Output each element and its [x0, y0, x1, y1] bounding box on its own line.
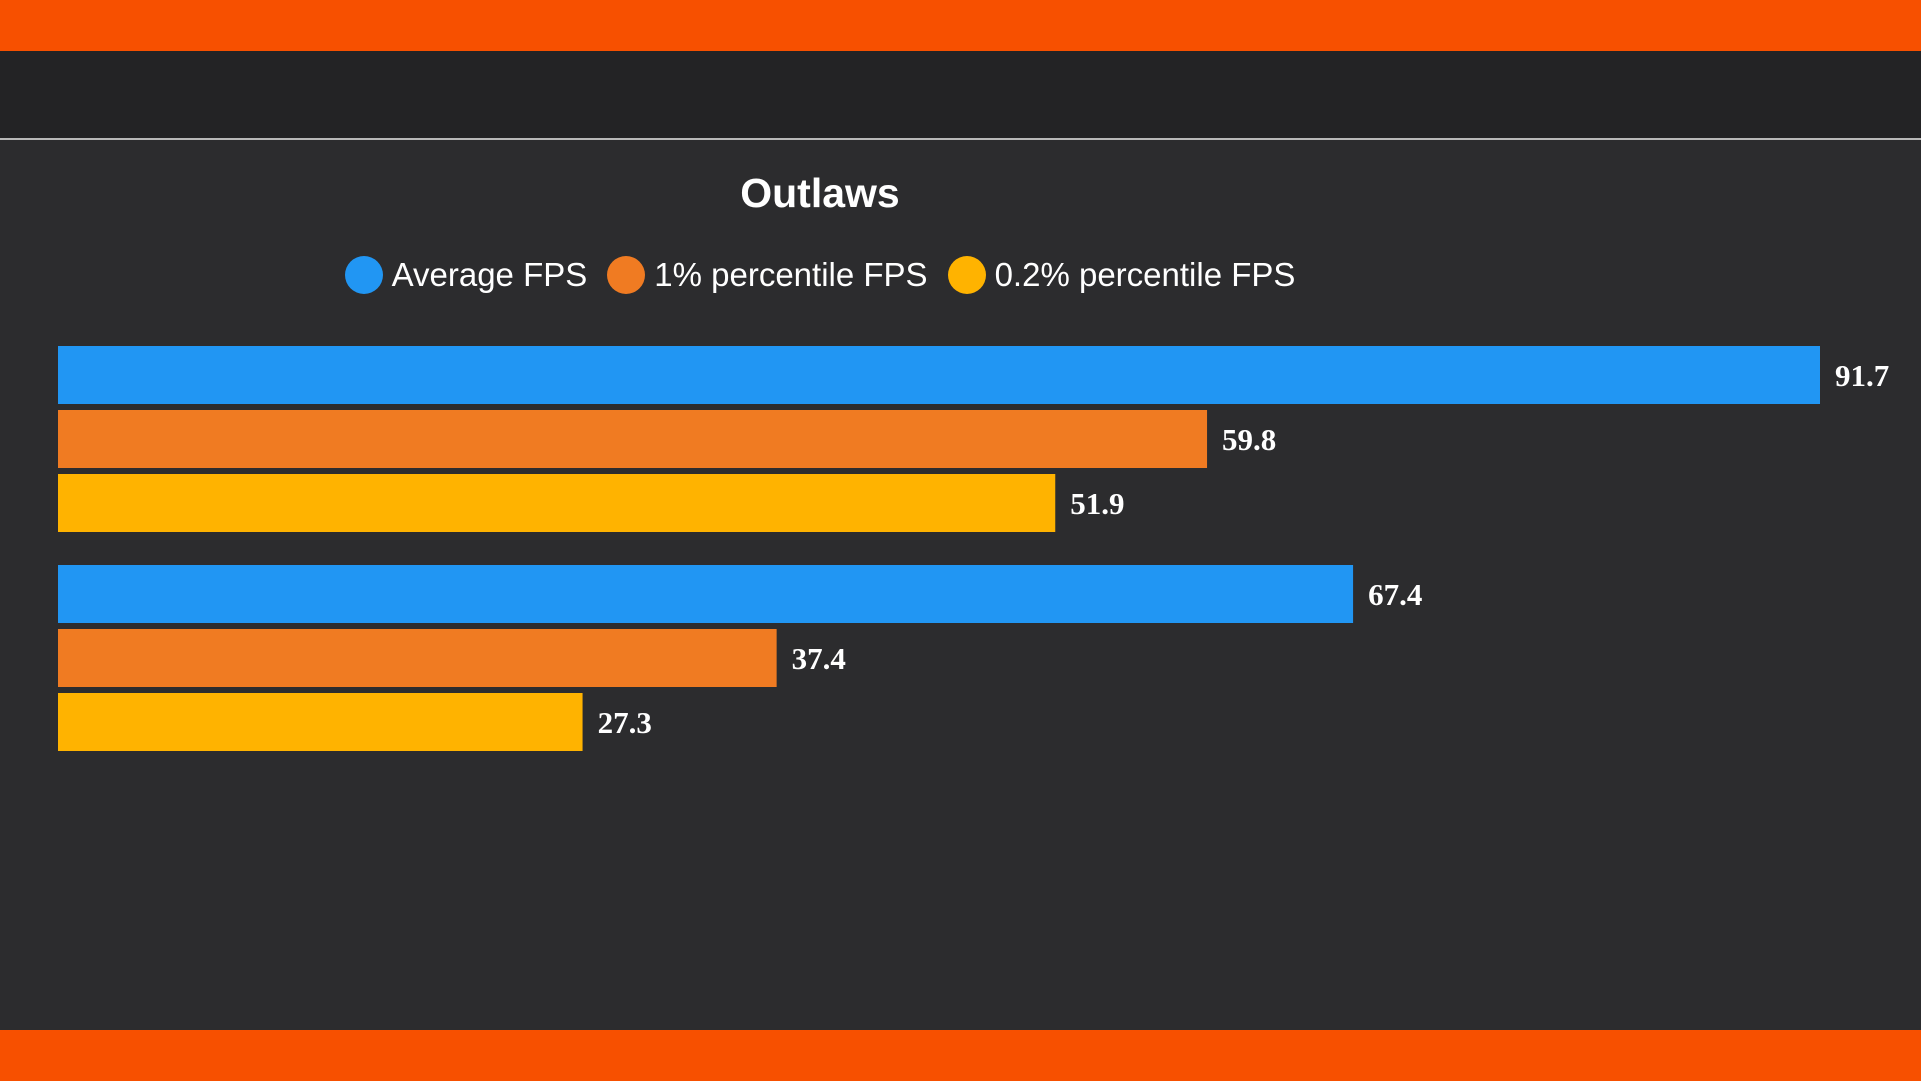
data-label-1-percentile-fps-group-2: 37.4 [792, 641, 846, 676]
bar-1-percentile-fps-group-2 [58, 629, 777, 687]
legend-dot-average-fps [344, 256, 383, 294]
legend-item-1-percentile-fps: 1% percentile FPS [607, 256, 928, 294]
data-label-0-2-percentile-fps-group-2: 27.3 [598, 705, 652, 740]
legend-item-average-fps: Average FPS [344, 256, 588, 294]
bottom-accent-band [0, 1030, 1921, 1081]
legend-label-average-fps: Average FPS [391, 256, 588, 293]
bar-0-2-percentile-fps-group-1 [58, 474, 1056, 532]
header-strip [0, 51, 1921, 138]
legend-label-0-2-percentile-fps: 0.2% percentile FPS [994, 256, 1296, 293]
top-accent-band [0, 0, 1921, 51]
legend-dot-0-2-percentile-fps [947, 256, 986, 294]
bar-average-fps-group-2 [58, 565, 1354, 623]
bar-average-fps-group-1 [58, 346, 1820, 404]
legend-item-0-2-percentile-fps: 0.2% percentile FPS [947, 256, 1296, 294]
data-label-0-2-percentile-fps-group-1: 51.9 [1070, 486, 1124, 521]
legend-dot-1-percentile-fps [607, 256, 646, 294]
bar-0-2-percentile-fps-group-2 [58, 693, 583, 751]
data-label-average-fps-group-2: 67.4 [1368, 577, 1422, 612]
chart-legend: Average FPS 1% percentile FPS 0.2% perce… [0, 256, 1640, 294]
legend-label-1-percentile-fps: 1% percentile FPS [654, 256, 928, 293]
data-label-average-fps-group-1: 91.7 [1835, 358, 1889, 393]
header-divider [0, 138, 1921, 140]
data-label-1-percentile-fps-group-1: 59.8 [1222, 422, 1276, 457]
chart-title: Outlaws [740, 170, 900, 216]
bar-1-percentile-fps-group-1 [58, 410, 1208, 468]
